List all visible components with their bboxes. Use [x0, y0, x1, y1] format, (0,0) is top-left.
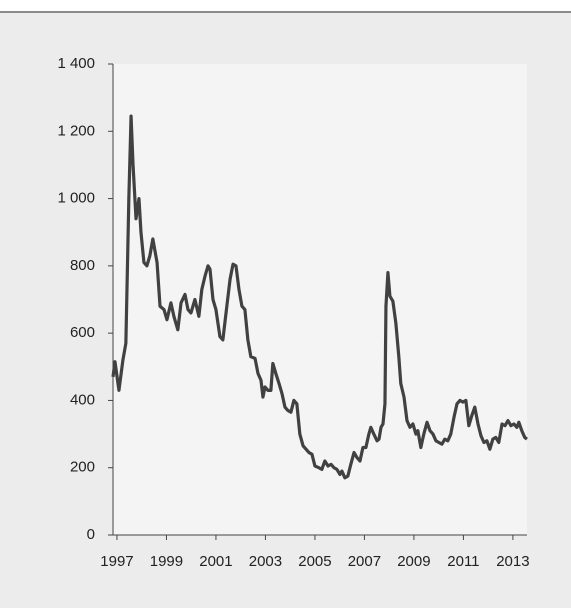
y-tick-label: 1 200: [57, 122, 95, 139]
x-tick-label: 2009: [397, 553, 430, 570]
y-tick-label: 200: [70, 459, 95, 476]
plot-area: [113, 64, 527, 535]
y-tick-label: 1 000: [57, 190, 95, 207]
x-tick-label: 2013: [496, 553, 529, 570]
x-tick-label: 1997: [100, 553, 133, 570]
x-tick-label: 2007: [348, 553, 381, 570]
x-tick-label: 2011: [447, 553, 479, 570]
x-tick-label: 2001: [199, 553, 232, 570]
y-tick-label: 1 400: [57, 55, 95, 72]
x-tick-label: 2003: [249, 553, 282, 570]
y-tick-label: 800: [70, 257, 95, 274]
x-tick-label: 1999: [150, 553, 183, 570]
x-tick-label: 2005: [298, 553, 331, 570]
y-tick-label: 600: [70, 324, 95, 341]
y-tick-label: 0: [87, 526, 95, 543]
y-tick-label: 400: [70, 391, 95, 408]
data-line: [111, 114, 528, 480]
